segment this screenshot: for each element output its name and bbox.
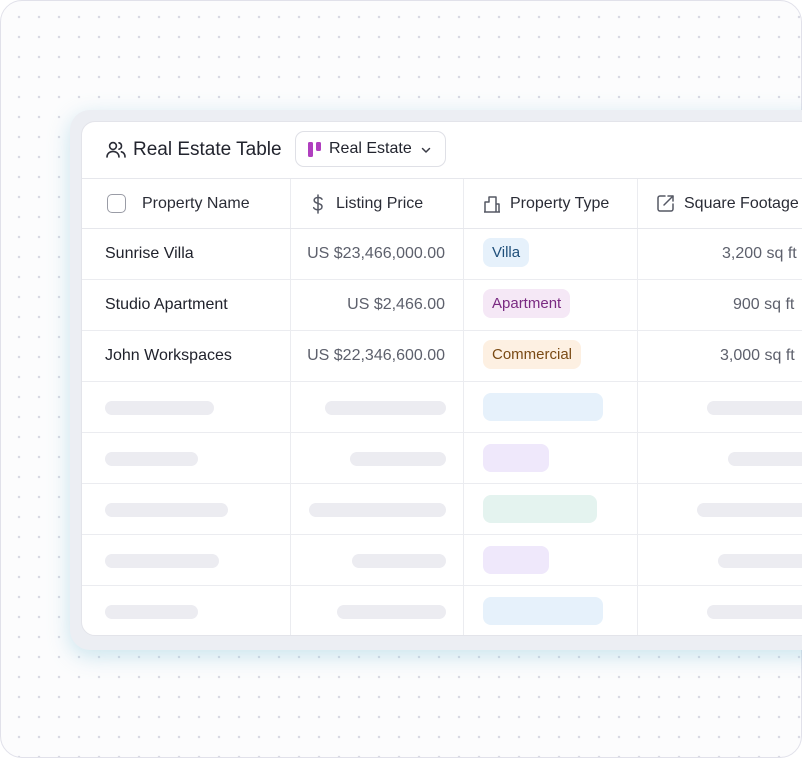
skeleton-bar bbox=[337, 605, 446, 619]
property-type-badge: Commercial bbox=[483, 340, 582, 369]
table-title: Real Estate Table bbox=[133, 139, 282, 160]
column-label: Listing Price bbox=[336, 195, 424, 212]
skeleton-bar bbox=[352, 554, 446, 568]
column-divider bbox=[290, 178, 291, 635]
column-label: Property Name bbox=[142, 195, 250, 212]
skeleton-bar bbox=[325, 401, 446, 415]
table-header: Property Name Listing Price Property Typ… bbox=[82, 178, 802, 229]
kanban-icon bbox=[308, 142, 321, 157]
square-footage-cell: 900 sq ft bbox=[733, 296, 795, 313]
skeleton-pill bbox=[483, 597, 603, 625]
skeleton-bar bbox=[309, 503, 446, 517]
listing-price-cell: US $23,466,000.00 bbox=[307, 245, 445, 262]
skeleton-pill bbox=[483, 546, 549, 574]
skeleton-bar bbox=[105, 605, 198, 619]
skeleton-bar bbox=[697, 503, 802, 517]
skeleton-bar bbox=[718, 554, 802, 568]
listing-price-cell: US $2,466.00 bbox=[347, 296, 445, 313]
column-divider bbox=[637, 178, 638, 635]
square-footage-cell: 3,000 sq ft bbox=[720, 347, 795, 364]
skeleton-row bbox=[82, 535, 802, 586]
skeleton-bar bbox=[728, 452, 802, 466]
column-label: Square Footage bbox=[684, 195, 799, 212]
skeleton-row bbox=[82, 484, 802, 535]
property-type-badge: Villa bbox=[483, 238, 530, 267]
skeleton-pill bbox=[483, 495, 597, 523]
property-name-cell: Studio Apartment bbox=[105, 296, 228, 313]
select-all-checkbox[interactable] bbox=[107, 194, 126, 213]
square-footage-cell: 3,200 sq ft bbox=[722, 245, 797, 262]
skeleton-bar bbox=[105, 554, 219, 568]
property-type-badge: Apartment bbox=[483, 289, 571, 318]
skeleton-bar bbox=[105, 452, 198, 466]
building-icon bbox=[484, 196, 500, 213]
column-label: Property Type bbox=[510, 195, 610, 212]
column-header-property-name[interactable]: Property Name bbox=[82, 179, 290, 229]
skeleton-pill bbox=[483, 393, 603, 421]
skeleton-bar bbox=[105, 503, 228, 517]
column-header-listing-price[interactable]: Listing Price bbox=[290, 179, 463, 229]
property-name-cell: John Workspaces bbox=[105, 347, 232, 364]
table-toolbar: Real Estate Table Real Estate bbox=[82, 122, 802, 178]
listing-price-cell: US $22,346,600.00 bbox=[307, 347, 445, 364]
users-icon bbox=[106, 141, 126, 158]
column-header-property-type[interactable]: Property Type bbox=[463, 179, 637, 229]
skeleton-bar bbox=[105, 401, 214, 415]
column-divider bbox=[463, 178, 464, 635]
dropdown-label: Real Estate bbox=[329, 140, 412, 157]
real-estate-table-card: Real Estate Table Real Estate Property N… bbox=[81, 121, 802, 636]
skeleton-bar bbox=[707, 605, 802, 619]
table-row[interactable]: John Workspaces US $22,346,600.00 Commer… bbox=[82, 331, 802, 382]
skeleton-row bbox=[82, 433, 802, 484]
skeleton-bar bbox=[350, 452, 446, 466]
property-name-cell: Sunrise Villa bbox=[105, 245, 194, 262]
skeleton-row bbox=[82, 586, 802, 635]
chevron-down-icon bbox=[421, 147, 431, 153]
edit-box-icon bbox=[657, 195, 674, 212]
skeleton-pill bbox=[483, 444, 549, 472]
column-header-square-footage[interactable]: Square Footage bbox=[637, 179, 802, 229]
skeleton-bar bbox=[707, 401, 802, 415]
dollar-icon bbox=[312, 194, 323, 214]
view-dropdown[interactable]: Real Estate bbox=[295, 131, 446, 167]
table-row[interactable]: Studio Apartment US $2,466.00 Apartment … bbox=[82, 280, 802, 331]
skeleton-row bbox=[82, 382, 802, 433]
table-row[interactable]: Sunrise Villa US $23,466,000.00 Villa 3,… bbox=[82, 229, 802, 280]
